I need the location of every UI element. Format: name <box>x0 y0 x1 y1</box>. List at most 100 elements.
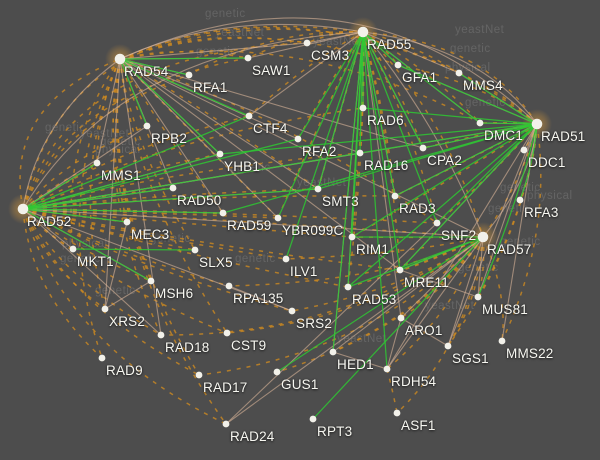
node-RAD6[interactable] <box>359 104 367 112</box>
edge-RAD57-ARO1 <box>400 236 484 319</box>
edge-RAD52-RPB2 <box>22 125 148 210</box>
edge-RAD52-MKT1 <box>22 208 74 250</box>
edge-RAD51-RIM1 <box>351 123 538 238</box>
node-RAD52[interactable] <box>17 203 29 215</box>
edge-RAD52-SRS2 <box>22 208 293 312</box>
edge-RAD54-YHB1 <box>119 58 221 155</box>
node-MEC3[interactable] <box>123 218 131 226</box>
edge-RAD55-SNF2 <box>362 31 438 224</box>
node-RAD54[interactable] <box>114 53 126 65</box>
edge-RAD54-SMT3 <box>119 58 319 190</box>
node-XRS2[interactable] <box>101 305 109 313</box>
node-RAD3[interactable] <box>391 192 399 200</box>
node-CPA2[interactable] <box>419 144 427 152</box>
node-RAD55[interactable] <box>357 26 369 38</box>
edge-RAD54-YBR099C <box>119 58 279 219</box>
node-DMC1[interactable] <box>476 119 484 127</box>
edge-RAD57-ASF1 <box>396 236 484 414</box>
edge-RAD54-RAD57 <box>119 58 484 238</box>
edge-RAD51-CPA2 <box>422 123 538 149</box>
edge-RAD57-SGS1 <box>447 236 484 347</box>
node-RFA1[interactable] <box>185 71 193 79</box>
node-RAD50[interactable] <box>169 184 177 192</box>
node-MSH6[interactable] <box>147 277 155 285</box>
node-HED1[interactable] <box>329 348 337 356</box>
node-MRE11[interactable] <box>396 266 404 274</box>
edge-ARO1-SGS1 <box>400 317 449 347</box>
edge-RDH54-ARO1 <box>386 317 402 370</box>
node-RAD59[interactable] <box>219 209 227 217</box>
edge-RAD51-MUS81 <box>477 123 538 298</box>
node-CSM3[interactable] <box>303 39 311 47</box>
node-YHB1[interactable] <box>216 150 224 158</box>
edge-RAD52-MMS1 <box>22 162 98 210</box>
node-GFA1[interactable] <box>394 61 402 69</box>
node-SMT3[interactable] <box>314 185 322 193</box>
edge-RAD51-RFA3 <box>519 123 538 201</box>
node-MMS22[interactable] <box>498 337 506 345</box>
edge-RAD55-RFA1 <box>188 30 364 76</box>
edge-RAD54-GFA1 <box>119 37 399 66</box>
node-RPT3[interactable] <box>309 415 317 423</box>
node-RIM1[interactable] <box>348 233 356 241</box>
edge-RAD54-DMC1 <box>119 50 481 124</box>
edge-RAD57-GUS1 <box>276 236 484 373</box>
edge-RAD54-CPA2 <box>119 58 424 149</box>
edge-RAD51-MUS81 <box>477 123 538 298</box>
node-RPB2[interactable] <box>143 122 151 130</box>
node-DDC1[interactable] <box>520 146 528 154</box>
edge-RAD55-CTF4 <box>248 31 364 117</box>
node-SGS1[interactable] <box>444 342 452 350</box>
node-SNF2[interactable] <box>433 219 441 227</box>
edge-RAD54-SNF2 <box>119 58 438 224</box>
node-RAD17[interactable] <box>195 371 203 379</box>
edge-RAD52-ILV1 <box>22 208 287 260</box>
node-GUS1[interactable] <box>273 368 281 376</box>
node-RAD9[interactable] <box>98 354 106 362</box>
edge-RAD54-SMT3 <box>119 58 319 190</box>
node-YBR099C[interactable] <box>274 214 282 222</box>
node-RAD16[interactable] <box>356 149 364 157</box>
edge-RAD54-RAD51 <box>119 17 538 125</box>
node-RFA2[interactable] <box>294 135 302 143</box>
node-SRS2[interactable] <box>288 307 296 315</box>
edge-RAD55-DMC1 <box>362 31 481 124</box>
node-RAD51[interactable] <box>531 118 543 130</box>
edge-RAD51-RDH54 <box>386 123 538 370</box>
node-RAD53[interactable] <box>344 283 352 291</box>
edge-RAD55-RAD53 <box>347 31 364 288</box>
edge-RAD51-RAD59 <box>222 123 538 214</box>
edge-RAD54-RAD16 <box>119 58 361 154</box>
node-SAW1[interactable] <box>244 54 252 62</box>
node-ASF1[interactable] <box>393 409 401 417</box>
edge-RAD51-SNF2 <box>436 123 538 224</box>
node-MMS1[interactable] <box>93 159 101 167</box>
edge-RAD52-RAD54 <box>19 58 121 210</box>
node-CST9[interactable] <box>223 329 231 337</box>
edge-RAD52-SRS2 <box>22 208 293 312</box>
node-MKT1[interactable] <box>69 245 77 253</box>
node-CTF4[interactable] <box>245 112 253 120</box>
edge-RAD54-CSM3 <box>119 36 308 60</box>
node-SLX5[interactable] <box>191 246 199 254</box>
node-RPA135[interactable] <box>225 282 233 290</box>
node-ARO1[interactable] <box>397 314 405 322</box>
edge-RAD55-MRE11 <box>362 31 401 271</box>
edge-RAD52-CST9 <box>22 208 228 334</box>
edge-RAD52-RAD24 <box>22 208 227 425</box>
edge-RAD54-RAD59 <box>119 58 224 214</box>
node-RDH54[interactable] <box>383 365 391 373</box>
node-RAD57[interactable] <box>477 231 489 243</box>
edge-RAD52-YHB1 <box>22 153 221 210</box>
node-RAD24[interactable] <box>222 420 230 428</box>
node-ILV1[interactable] <box>282 255 290 263</box>
node-MMS4[interactable] <box>455 69 463 77</box>
edge-RAD54-CSM3 <box>119 42 308 60</box>
node-RFA3[interactable] <box>516 196 524 204</box>
node-RAD18[interactable] <box>157 331 165 339</box>
node-MUS81[interactable] <box>474 293 482 301</box>
edge-RAD57-MRE11 <box>399 236 484 271</box>
edge-RAD57-MMS22 <box>482 236 504 342</box>
